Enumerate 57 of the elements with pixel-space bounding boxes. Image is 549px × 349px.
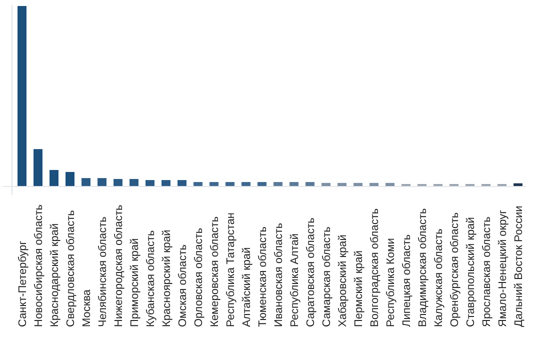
x-tick-label: Омская область bbox=[177, 244, 189, 327]
bar bbox=[210, 182, 218, 186]
x-tick-label: Алтайский край bbox=[241, 247, 253, 327]
x-tick-label: Свердловская область bbox=[65, 210, 77, 327]
bar bbox=[66, 172, 74, 186]
x-tick-label: Пермский край bbox=[353, 250, 365, 327]
bar bbox=[226, 182, 234, 186]
x-tick-label: Ставропольский край bbox=[465, 217, 477, 327]
bar bbox=[194, 182, 202, 186]
bar bbox=[114, 178, 122, 186]
x-tick-label: Ивановская область bbox=[273, 222, 285, 327]
bar bbox=[370, 182, 378, 186]
bar bbox=[354, 182, 362, 186]
x-tick-label: Красноярский край bbox=[161, 230, 173, 327]
x-tick-label: Нижегородская область bbox=[113, 204, 125, 327]
x-tick-label: Кубанская область bbox=[145, 230, 157, 327]
x-tick-label: Москва bbox=[81, 288, 93, 327]
x-tick-label: Ямало-Ненецкий округ bbox=[497, 210, 509, 327]
x-tick-label: Республика Алтай bbox=[289, 233, 301, 327]
x-tick-label: Волгоградская область bbox=[369, 208, 381, 327]
bar bbox=[242, 182, 250, 186]
bar bbox=[98, 178, 106, 186]
bar bbox=[146, 180, 154, 186]
bar bbox=[82, 178, 90, 186]
bar bbox=[274, 182, 282, 186]
x-tick-label: Челябинская область bbox=[97, 216, 109, 327]
bar bbox=[34, 149, 42, 186]
x-tick-label: Хабаровский край bbox=[337, 234, 349, 327]
x-tick-label: Оренбургская область bbox=[449, 212, 461, 327]
bar bbox=[258, 182, 266, 186]
bar bbox=[338, 182, 346, 186]
x-tick-label: Новосибирская область bbox=[33, 204, 45, 327]
x-tick-label: Санкт-Петербург bbox=[17, 240, 29, 327]
x-tick-label: Кемеровская область bbox=[209, 216, 221, 327]
bar bbox=[306, 182, 314, 186]
x-tick-label: Самарская область bbox=[321, 226, 333, 327]
bar bbox=[514, 183, 522, 186]
bar bbox=[290, 182, 298, 186]
bar bbox=[130, 178, 138, 186]
x-tick-label: Калужская область bbox=[433, 228, 445, 327]
bar bbox=[162, 180, 170, 186]
bar bbox=[18, 6, 26, 186]
x-tick-label: Владимирская область bbox=[417, 208, 429, 327]
x-tick-label: Республика Татарстан bbox=[225, 212, 237, 327]
bar bbox=[386, 182, 394, 186]
bar bbox=[322, 182, 330, 186]
x-tick-label: Саратовская область bbox=[305, 217, 317, 327]
x-tick-label: Краснодарский край bbox=[49, 223, 61, 327]
x-tick-label: Приморский край bbox=[129, 238, 141, 327]
x-tick-label: Дальний Восток России bbox=[513, 206, 525, 327]
x-tick-label: Ярославская область bbox=[481, 216, 493, 327]
x-tick-label: Орловская область bbox=[193, 228, 205, 327]
bar bbox=[178, 180, 186, 186]
bar bbox=[50, 170, 58, 186]
x-tick-label: Республика Коми bbox=[385, 238, 397, 327]
x-tick-label: Тюменская область bbox=[257, 226, 269, 327]
x-tick-label: Липецкая область bbox=[401, 234, 413, 327]
